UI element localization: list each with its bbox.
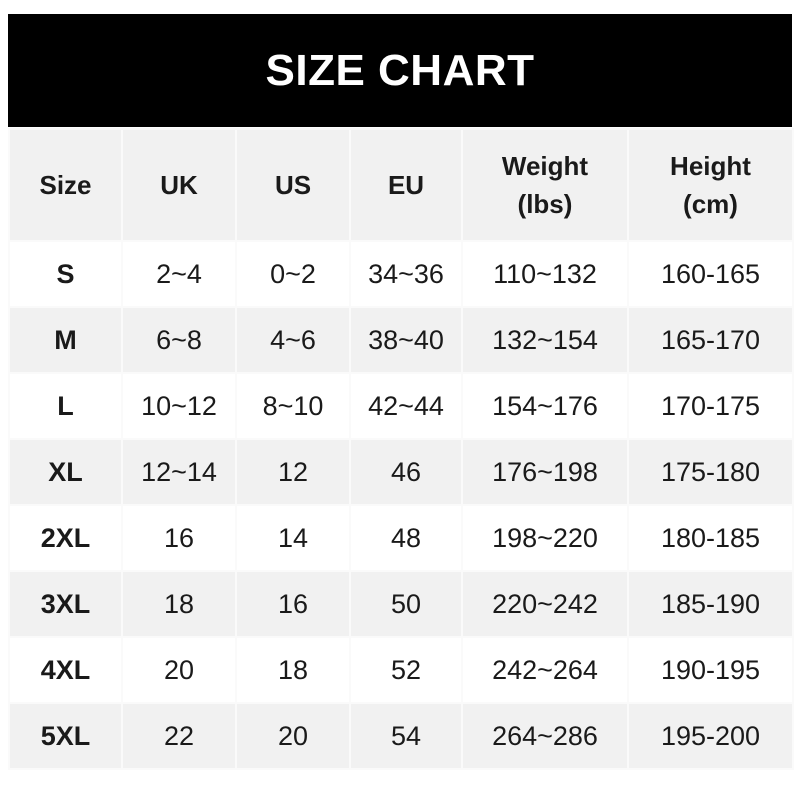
cell-us: 14 [235, 504, 351, 572]
column-header-line: (lbs) [517, 189, 573, 219]
table-row: M 6~8 4~6 38~40 132~154 165-170 [8, 306, 794, 374]
cell-size: M [8, 306, 123, 374]
cell-weight: 176~198 [461, 438, 629, 506]
cell-uk: 12~14 [121, 438, 237, 506]
column-header-line: Size [39, 170, 92, 200]
cell-height: 165-170 [627, 306, 794, 374]
cell-us: 20 [235, 702, 351, 770]
cell-uk: 22 [121, 702, 237, 770]
column-header-line: (cm) [683, 189, 738, 219]
cell-weight: 132~154 [461, 306, 629, 374]
size-chart-title: SIZE CHART [8, 14, 792, 127]
column-header-line: Height [670, 151, 751, 181]
cell-us: 8~10 [235, 372, 351, 440]
cell-height: 180-185 [627, 504, 794, 572]
cell-uk: 6~8 [121, 306, 237, 374]
table-row: 3XL 18 16 50 220~242 185-190 [8, 570, 794, 638]
cell-uk: 20 [121, 636, 237, 704]
cell-us: 12 [235, 438, 351, 506]
table-row: XL 12~14 12 46 176~198 175-180 [8, 438, 794, 506]
column-header-eu: EU [349, 128, 463, 242]
cell-eu: 52 [349, 636, 463, 704]
table-row: 4XL 20 18 52 242~264 190-195 [8, 636, 794, 704]
cell-size: 3XL [8, 570, 123, 638]
cell-height: 160-165 [627, 240, 794, 308]
column-header-line: UK [160, 170, 198, 200]
cell-size: S [8, 240, 123, 308]
column-header-size: Size [8, 128, 123, 242]
cell-height: 190-195 [627, 636, 794, 704]
column-header-line: US [274, 170, 312, 200]
header-row: Size UK US EU Weight (lbs) Height (cm) [8, 128, 794, 242]
cell-eu: 46 [349, 438, 463, 506]
cell-weight: 264~286 [461, 702, 629, 770]
cell-weight: 220~242 [461, 570, 629, 638]
cell-eu: 42~44 [349, 372, 463, 440]
cell-eu: 34~36 [349, 240, 463, 308]
cell-us: 4~6 [235, 306, 351, 374]
table-row: 5XL 22 20 54 264~286 195-200 [8, 702, 794, 770]
column-header-line: EU [387, 170, 425, 200]
column-header-line: Weight [501, 151, 589, 181]
cell-size: 4XL [8, 636, 123, 704]
cell-us: 16 [235, 570, 351, 638]
cell-height: 175-180 [627, 438, 794, 506]
cell-uk: 18 [121, 570, 237, 638]
table-row: S 2~4 0~2 34~36 110~132 160-165 [8, 240, 794, 308]
cell-weight: 198~220 [461, 504, 629, 572]
cell-eu: 54 [349, 702, 463, 770]
cell-us: 18 [235, 636, 351, 704]
cell-weight: 110~132 [461, 240, 629, 308]
cell-weight: 242~264 [461, 636, 629, 704]
table-row: L 10~12 8~10 42~44 154~176 170-175 [8, 372, 794, 440]
cell-us: 0~2 [235, 240, 351, 308]
cell-size: L [8, 372, 123, 440]
cell-height: 170-175 [627, 372, 794, 440]
column-header-height: Height (cm) [627, 128, 794, 242]
cell-weight: 154~176 [461, 372, 629, 440]
cell-eu: 38~40 [349, 306, 463, 374]
cell-size: 2XL [8, 504, 123, 572]
cell-uk: 10~12 [121, 372, 237, 440]
cell-eu: 50 [349, 570, 463, 638]
column-header-uk: UK [121, 128, 237, 242]
size-chart-table: Size UK US EU Weight (lbs) Height (cm) S 2~4 0~2 3… [8, 128, 794, 770]
cell-eu: 48 [349, 504, 463, 572]
column-header-us: US [235, 128, 351, 242]
cell-height: 185-190 [627, 570, 794, 638]
cell-uk: 16 [121, 504, 237, 572]
column-header-weight: Weight (lbs) [461, 128, 629, 242]
cell-uk: 2~4 [121, 240, 237, 308]
cell-size: XL [8, 438, 123, 506]
cell-size: 5XL [8, 702, 123, 770]
cell-height: 195-200 [627, 702, 794, 770]
table-row: 2XL 16 14 48 198~220 180-185 [8, 504, 794, 572]
